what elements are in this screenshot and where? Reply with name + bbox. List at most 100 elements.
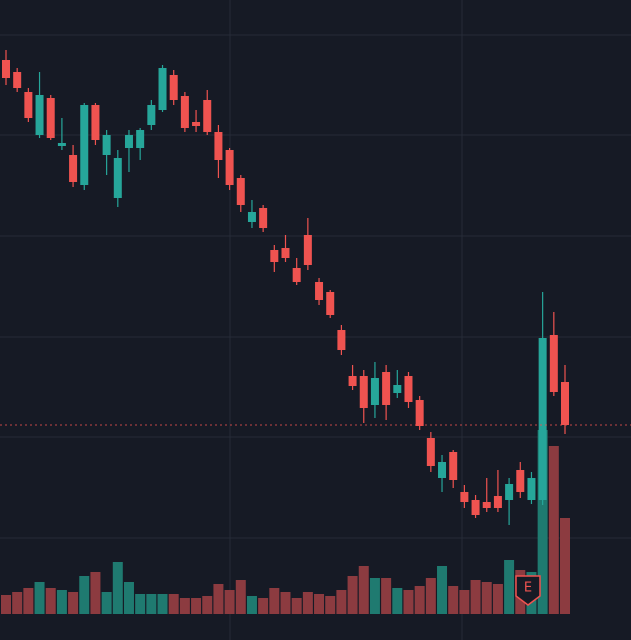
volume-bar <box>314 594 325 614</box>
candle-body <box>102 135 111 155</box>
volume-bar <box>123 582 134 614</box>
candle-body <box>516 470 525 492</box>
volume-bar <box>437 566 448 614</box>
volume-bar <box>202 596 213 614</box>
candle-body <box>315 282 324 300</box>
volume-bar <box>291 598 302 614</box>
volume-bar <box>269 588 280 614</box>
candle-body <box>337 330 346 350</box>
volume-bar <box>459 590 470 614</box>
candle-body <box>113 158 122 198</box>
marker-shield <box>515 575 541 606</box>
volume-bar <box>392 588 403 614</box>
volume-bar <box>56 590 67 614</box>
candle-body <box>549 335 558 392</box>
candle-body <box>281 248 290 258</box>
volume-bar <box>504 560 515 614</box>
candle-body <box>370 378 379 405</box>
candle-body <box>169 75 178 100</box>
volume-bar <box>12 592 23 614</box>
candle-body <box>303 235 312 265</box>
candle-body <box>57 143 66 146</box>
candle-body <box>527 478 536 500</box>
candle-body <box>415 400 424 426</box>
volume-bar <box>191 598 202 614</box>
volume-bar <box>336 590 347 614</box>
candle-body <box>46 98 55 138</box>
candle-body <box>80 105 89 185</box>
volume-bar <box>560 518 570 614</box>
candle-body <box>471 500 480 515</box>
volume-bar <box>481 582 492 614</box>
volume-bar <box>492 584 503 614</box>
candle-body <box>203 100 212 132</box>
volume-bar <box>79 576 90 614</box>
volume-bar <box>90 572 101 614</box>
volume-bar <box>448 586 459 614</box>
candle-body <box>247 212 256 222</box>
candle-body <box>192 122 201 126</box>
candle-body <box>292 268 301 282</box>
candle-body <box>2 60 10 78</box>
volume-bar <box>414 586 425 614</box>
candle-body <box>225 150 234 185</box>
candle-body <box>482 502 491 508</box>
candle-body <box>236 178 245 205</box>
volume-bar <box>101 592 112 614</box>
candle-body <box>259 208 268 228</box>
volume-bar <box>235 580 246 614</box>
candle-body <box>270 250 279 262</box>
volume-bar <box>358 566 369 614</box>
volume-bar <box>403 590 414 614</box>
volume-bar <box>548 446 559 614</box>
candle-body <box>538 338 547 500</box>
candle-body <box>561 382 569 425</box>
candle-body <box>348 376 357 386</box>
volume-bar <box>425 578 436 614</box>
volume-bar <box>381 578 392 614</box>
candle-layer <box>2 50 569 525</box>
volume-bar <box>369 578 380 614</box>
candle-body <box>393 385 402 393</box>
volume-bar <box>68 592 79 614</box>
volume-bar <box>179 598 190 614</box>
candle-body <box>214 132 223 160</box>
volume-bar <box>347 576 358 614</box>
candle-body <box>147 105 156 125</box>
volume-bar <box>34 582 45 614</box>
volume-bar <box>135 594 146 614</box>
candle-body <box>13 72 22 88</box>
volume-bar <box>45 588 56 614</box>
volume-bar <box>1 595 11 614</box>
candle-body <box>24 92 33 118</box>
volume-bar <box>325 596 336 614</box>
candle-body <box>404 376 413 402</box>
candle-body <box>326 292 335 315</box>
candle-body <box>35 95 44 135</box>
candle-body <box>91 105 100 140</box>
candle-body <box>493 496 502 508</box>
volume-bar <box>280 592 291 614</box>
volume-bar <box>302 592 313 614</box>
volume-bar <box>537 430 548 614</box>
candle-body <box>69 155 78 182</box>
volume-bar <box>157 594 168 614</box>
volume-layer <box>1 430 570 614</box>
candle-body <box>438 462 447 478</box>
candle-body <box>124 135 133 148</box>
candle-body <box>505 484 514 500</box>
candle-body <box>382 372 391 405</box>
volume-bar <box>213 584 224 614</box>
candle-body <box>158 68 167 110</box>
event-marker[interactable]: E <box>515 575 541 606</box>
volume-bar <box>146 594 157 614</box>
candle-body <box>359 376 368 408</box>
volume-bar <box>246 596 257 614</box>
candle-body <box>460 492 469 502</box>
marker-label: E <box>524 581 532 596</box>
candle-body <box>180 96 189 128</box>
volume-bar <box>224 590 235 614</box>
